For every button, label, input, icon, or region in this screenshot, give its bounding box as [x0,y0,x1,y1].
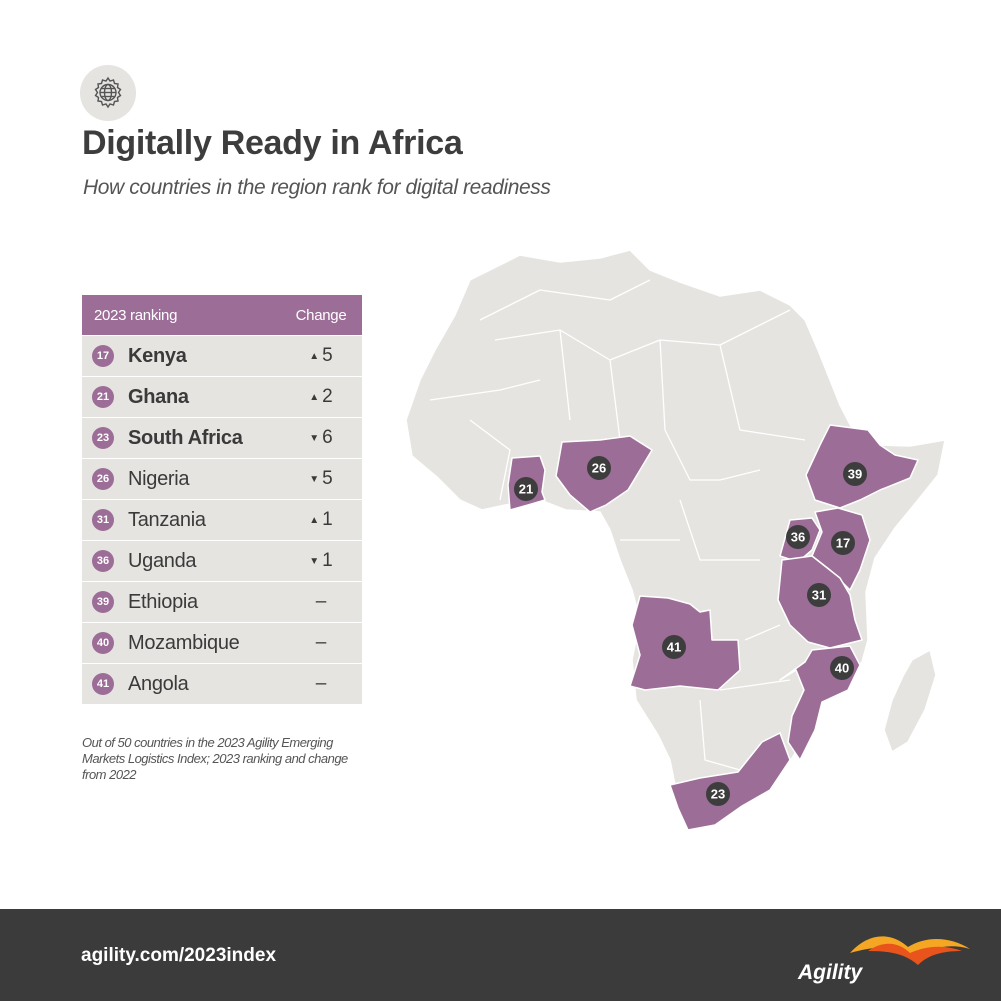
table-row: 40 Mozambique – [82,623,362,663]
table-row: 31 Tanzania ▲ 1 [82,500,362,540]
triangle-up-icon: ▲ [309,350,320,362]
rank-change-value: 6 [322,427,333,448]
globe-gear-icon [80,65,136,121]
rank-marker-label: 26 [592,461,606,476]
rank-marker-label: 40 [835,661,849,676]
country-name: Ghana [128,385,189,408]
rank-badge: 31 [92,509,114,531]
country-name: Mozambique [128,631,240,654]
rank-marker-ethiopia: 39 [843,462,867,486]
triangle-down-icon: ▼ [309,555,320,567]
globe-gear-icon-svg [94,76,122,109]
rank-marker-circle [706,782,730,806]
rank-badge: 36 [92,550,114,572]
table-row: 36 Uganda ▼ 1 [82,541,362,581]
rank-change: ▼ 5 [280,468,362,490]
triangle-up-icon: ▲ [309,391,320,403]
column-header-ranking: 2023 ranking [94,306,178,324]
table-row: 41 Angola – [82,664,362,704]
rank-badge: 39 [92,591,114,613]
footer: agility.com/2023index Agility [0,909,1001,1001]
rank-marker-ghana: 21 [514,477,538,501]
africa-map: 21 26 39 36 17 31 41 40 23 [405,249,946,831]
rank-change: ▲ 1 [280,509,362,531]
rank-marker-mozambique: 40 [830,656,854,680]
triangle-down-icon: ▼ [309,473,320,485]
table-row: 39 Ethiopia – [82,582,362,622]
rank-marker-label: 41 [667,640,681,655]
country-name: Ethiopia [128,590,198,613]
country-south-africa [669,732,791,831]
rank-marker-label: 17 [836,536,850,551]
country-name: Angola [128,672,189,695]
country-name: South Africa [128,426,243,449]
page-title: Digitally Ready in Africa [82,124,463,162]
rank-change-value: 1 [322,550,333,571]
rank-marker-label: 31 [812,588,826,603]
rank-change-value: 5 [322,345,333,366]
rank-marker-circle [830,656,854,680]
rank-change: – [280,673,362,695]
table-row: 26 Nigeria ▼ 5 [82,459,362,499]
rank-marker-kenya: 17 [831,531,855,555]
table-row: 23 South Africa ▼ 6 [82,418,362,458]
rank-marker-nigeria: 26 [587,456,611,480]
rank-change: ▼ 1 [280,550,362,572]
rank-marker-circle [514,477,538,501]
agility-flame-logo-icon [850,936,970,965]
ranking-table: 2023 ranking Change 17 Kenya ▲ 5 21 Ghana ▲ 2 23… [82,295,362,704]
country-name: Kenya [128,344,187,367]
rank-marker-label: 21 [519,482,533,497]
rank-marker-tanzania: 31 [807,583,831,607]
table-row: 17 Kenya ▲ 5 [82,336,362,376]
rank-marker-circle [786,525,810,549]
rank-marker-circle [662,635,686,659]
footer-url-link[interactable]: agility.com/2023index [81,945,277,966]
rank-marker-label: 36 [791,530,805,545]
madagascar-landmass [883,649,937,753]
page-subtitle: How countries in the region rank for dig… [83,176,551,199]
rank-badge: 21 [92,386,114,408]
rank-change-value: – [315,673,327,694]
brand-name: Agility [798,961,863,984]
table-row: 21 Ghana ▲ 2 [82,377,362,417]
rank-change: ▲ 2 [280,386,362,408]
rank-marker-circle [807,583,831,607]
rank-change: – [280,591,362,613]
rank-badge: 23 [92,427,114,449]
country-name: Uganda [128,549,197,572]
table-body: 17 Kenya ▲ 5 21 Ghana ▲ 2 23 South Africa ▼ 6 26 Nige… [82,336,362,704]
rank-change-value: – [315,591,327,612]
rank-marker-label: 23 [711,787,725,802]
triangle-down-icon: ▼ [309,432,320,444]
rank-change: – [280,632,362,654]
footnote: Out of 50 countries in the 2023 Agility … [82,735,348,782]
rank-badge: 40 [92,632,114,654]
rank-change-value: 2 [322,386,333,407]
rank-marker-circle [587,456,611,480]
country-name: Tanzania [128,508,206,531]
rank-badge: 41 [92,673,114,695]
rank-marker-label: 39 [848,467,862,482]
rank-change-value: 1 [322,509,333,530]
country-name: Nigeria [128,467,190,490]
column-header-change: Change [295,306,347,324]
rank-change: ▲ 5 [280,345,362,367]
rank-badge: 17 [92,345,114,367]
rank-marker-angola: 41 [662,635,686,659]
table-header: 2023 ranking Change [82,295,362,335]
triangle-up-icon: ▲ [309,514,320,526]
rank-change-value: – [315,632,327,653]
rank-marker-circle [831,531,855,555]
rank-badge: 26 [92,468,114,490]
rank-change-value: 5 [322,468,333,489]
rank-marker-uganda: 36 [786,525,810,549]
rank-change: ▼ 6 [280,427,362,449]
rank-marker-circle [843,462,867,486]
rank-marker-south-africa: 23 [706,782,730,806]
